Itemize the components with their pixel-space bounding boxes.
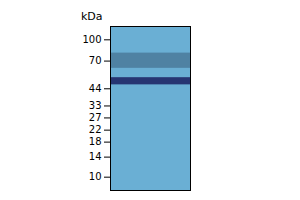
- svg-text:27: 27: [89, 112, 102, 123]
- svg-text:70: 70: [89, 55, 102, 66]
- svg-text:100: 100: [82, 34, 101, 45]
- svg-text:44: 44: [89, 83, 102, 94]
- svg-text:22: 22: [89, 124, 102, 135]
- svg-text:kDa: kDa: [81, 10, 103, 23]
- svg-text:10: 10: [89, 171, 102, 182]
- svg-text:14: 14: [89, 151, 102, 162]
- svg-text:33: 33: [89, 100, 102, 111]
- svg-text:18: 18: [89, 136, 102, 147]
